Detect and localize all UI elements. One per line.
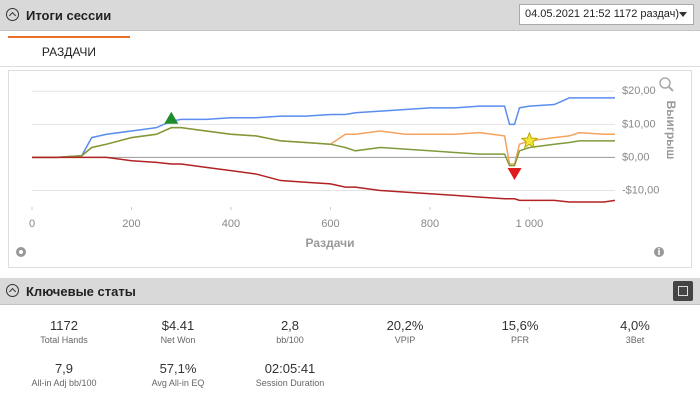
y-tick-label: $20,00 <box>622 85 656 97</box>
stat: 20,2% VPIP <box>350 318 460 345</box>
x-tick-label: 400 <box>222 218 240 230</box>
x-tick-label: 1 000 <box>516 218 544 230</box>
stat: 57,1% Avg All-in EQ <box>123 361 233 388</box>
collapse-button[interactable] <box>6 284 19 297</box>
marker <box>164 111 179 124</box>
marker <box>520 131 539 149</box>
stat: 1172 Total Hands <box>9 318 119 345</box>
chart-panel <box>8 70 692 268</box>
tab[interactable]: РАЗДАЧИ <box>8 36 130 66</box>
y-tick-label: $0,00 <box>622 151 650 163</box>
stat-value: $4.41 <box>161 318 195 333</box>
stat: 4,0% 3Bet <box>580 318 690 345</box>
stat-value: 02:05:41 <box>264 361 316 376</box>
series-line <box>32 156 616 203</box>
stat-value: 1172 <box>50 318 78 333</box>
stat-label: Session Duration <box>255 378 325 388</box>
session-header: Итоги сессии 04.05.2021 21:52 1172 разда… <box>0 0 700 31</box>
stat-value: 2,8 <box>280 318 300 333</box>
stat-value: 20,2% <box>386 318 424 333</box>
stat: $4.41 Net Won <box>123 318 233 345</box>
stat-label: 3Bet <box>625 335 645 345</box>
stat: 2,8 bb/100 <box>235 318 345 345</box>
y-tick-label: $10,00 <box>622 118 656 130</box>
layout-toggle[interactable] <box>673 281 693 301</box>
stats-header: Ключевые статы <box>0 278 700 305</box>
stat-value: 4,0% <box>620 318 650 333</box>
zoom-icon[interactable] <box>659 77 674 92</box>
stat-label: Net Won <box>160 335 196 345</box>
stat-label: VPIP <box>394 335 416 345</box>
stat-label: Avg All-in EQ <box>151 378 205 388</box>
stat-value: 15,6% <box>501 318 539 333</box>
stat: 15,6% PFR <box>465 318 575 345</box>
settings-icon[interactable] <box>16 247 26 257</box>
marker <box>507 167 522 180</box>
stat-label: All-in Adj bb/100 <box>31 378 97 388</box>
x-axis-title: Раздачи <box>306 236 355 250</box>
stat-value: 57,1% <box>159 361 197 376</box>
x-tick-label: 800 <box>421 218 439 230</box>
x-tick-label: 0 <box>29 218 35 230</box>
x-tick-label: 600 <box>321 218 339 230</box>
x-tick-label: 200 <box>122 218 140 230</box>
stat-label: PFR <box>511 335 529 345</box>
stat-label: Total Hands <box>40 335 88 345</box>
dropdown-text: 04.05.2021 21:52 1172 раздач) <box>525 8 680 20</box>
session-dropdown[interactable]: 04.05.2021 21:52 1172 раздач) <box>519 4 694 25</box>
y-axis-title: Выигрыш <box>664 101 678 160</box>
stat: 02:05:41 Session Duration <box>235 361 345 388</box>
info-icon[interactable] <box>654 247 664 257</box>
collapse-button[interactable] <box>6 8 19 21</box>
stat-value: 7,9 <box>54 361 74 376</box>
series-line <box>32 97 615 159</box>
section-title: Итоги сессии <box>26 8 112 23</box>
series-line <box>32 126 615 167</box>
y-tick-label: -$10,00 <box>622 184 659 196</box>
chart: Раздачи Выигрыш $20,00 $10,00 $0,00 -$10,00… <box>16 77 678 257</box>
stat: 7,9 All-in Adj bb/100 <box>9 361 119 388</box>
stat-label: bb/100 <box>276 335 304 345</box>
section-title: Ключевые статы <box>26 284 136 299</box>
